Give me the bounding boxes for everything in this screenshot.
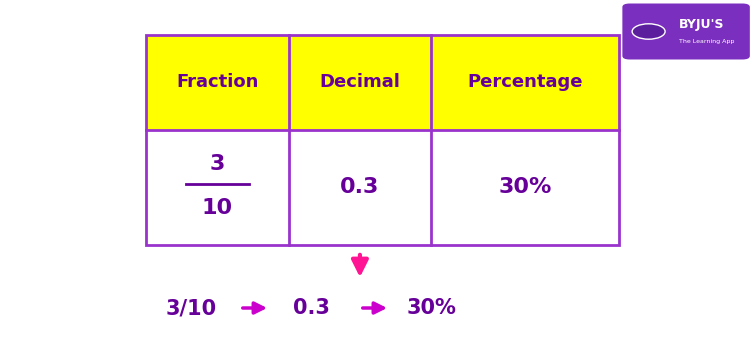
Text: 0.3: 0.3 xyxy=(292,298,329,318)
Text: 30%: 30% xyxy=(406,298,456,318)
Text: The Learning App: The Learning App xyxy=(679,39,734,44)
Text: Decimal: Decimal xyxy=(320,73,400,91)
Circle shape xyxy=(632,24,665,39)
Text: Fraction: Fraction xyxy=(176,73,259,91)
Text: 3/10: 3/10 xyxy=(166,298,217,318)
Text: BYJU'S: BYJU'S xyxy=(679,18,724,31)
Text: 0.3: 0.3 xyxy=(340,177,380,197)
Bar xyxy=(146,35,619,130)
Text: 10: 10 xyxy=(202,197,233,218)
Text: 3: 3 xyxy=(210,154,225,175)
Text: Percentage: Percentage xyxy=(467,73,583,91)
FancyBboxPatch shape xyxy=(622,4,750,60)
Text: 30%: 30% xyxy=(498,177,551,197)
Bar xyxy=(146,35,619,245)
Bar xyxy=(146,130,619,245)
